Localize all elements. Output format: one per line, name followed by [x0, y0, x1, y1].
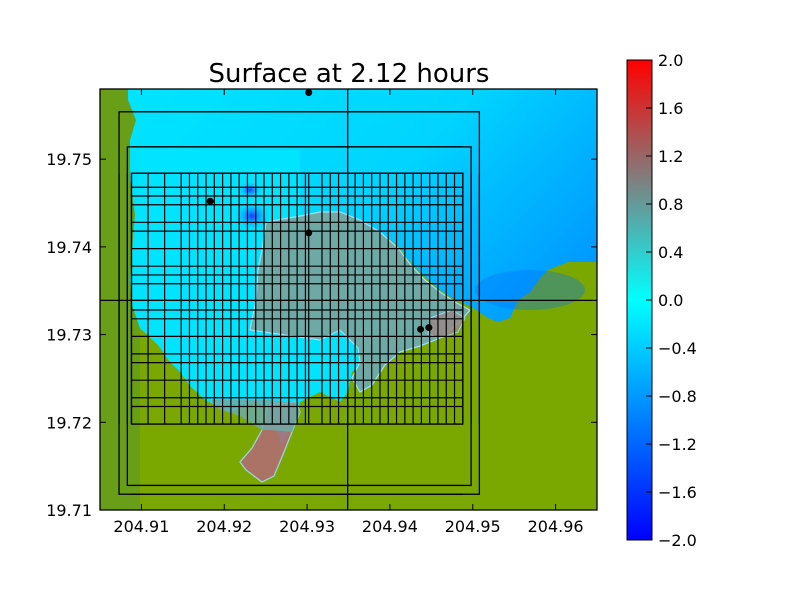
- x-tick-label-4: 204.95: [445, 517, 501, 536]
- x-tick-label-5: 204.96: [528, 517, 584, 536]
- gauge-point-3: [417, 325, 425, 333]
- colorbar-tick-label-4: 0.4: [658, 243, 683, 262]
- land-island-right: [520, 270, 597, 510]
- colorbar-tick-label-7: −0.8: [658, 387, 697, 406]
- y-tick-label-3: 19.74: [46, 238, 92, 257]
- x-axis: 204.91 204.92 204.93 204.94 204.95 204.96: [113, 89, 584, 536]
- colorbar-ticks: 2.0 1.6 1.2 0.8 0.4 0.0 −0.4 −0.8 −1.2 −1.6 −2.0: [646, 51, 697, 550]
- gauge-point-4: [425, 324, 433, 332]
- patch-box-2: [130, 172, 464, 425]
- y-tick-label-4: 19.75: [46, 150, 92, 169]
- colorbar-tick-label-8: −1.2: [658, 435, 697, 454]
- colorbar-tick-label-0: 2.0: [658, 51, 683, 70]
- colorbar-tick-label-2: 1.2: [658, 147, 683, 166]
- patch-box-1: [126, 146, 472, 487]
- x-tick-label-1: 204.92: [196, 517, 252, 536]
- deep-spot-a: [234, 202, 270, 230]
- gauge-point-2: [305, 229, 313, 237]
- x-tick-label-3: 204.94: [362, 517, 418, 536]
- deep-spot-c: [475, 270, 585, 310]
- gauge-point-1: [206, 197, 214, 205]
- colorbar-tick-label-9: −1.6: [658, 483, 697, 502]
- colorbar-tick-label-3: 0.8: [658, 195, 683, 214]
- patch-box-0: [118, 111, 481, 495]
- x-tick-label-0: 204.91: [113, 517, 169, 536]
- x-tick-label-2: 204.93: [279, 517, 335, 536]
- gauge-point-0: [305, 89, 313, 97]
- colorbar-tick-label-10: −2.0: [658, 531, 697, 550]
- y-tick-label-0: 19.71: [46, 501, 92, 520]
- colorbar-tick-label-5: 0.0: [658, 291, 683, 310]
- plot-frame: [99, 88, 598, 511]
- y-tick-label-1: 19.72: [46, 413, 92, 432]
- surface-field: [100, 89, 597, 510]
- colorbar-tick-label-6: −0.4: [658, 339, 697, 358]
- bay-water: [130, 150, 360, 446]
- refinement-grid: [100, 89, 597, 510]
- colorbar: 2.0 1.6 1.2 0.8 0.4 0.0 −0.4 −0.8 −1.2 −1.6 −2.0: [626, 51, 697, 550]
- colorbar-tick-label-1: 1.6: [658, 99, 683, 118]
- chart-title: Surface at 2.12 hours: [209, 59, 490, 89]
- y-tick-label-2: 19.73: [46, 326, 92, 345]
- y-axis: 19.71 19.72 19.73 19.74 19.75: [46, 150, 597, 520]
